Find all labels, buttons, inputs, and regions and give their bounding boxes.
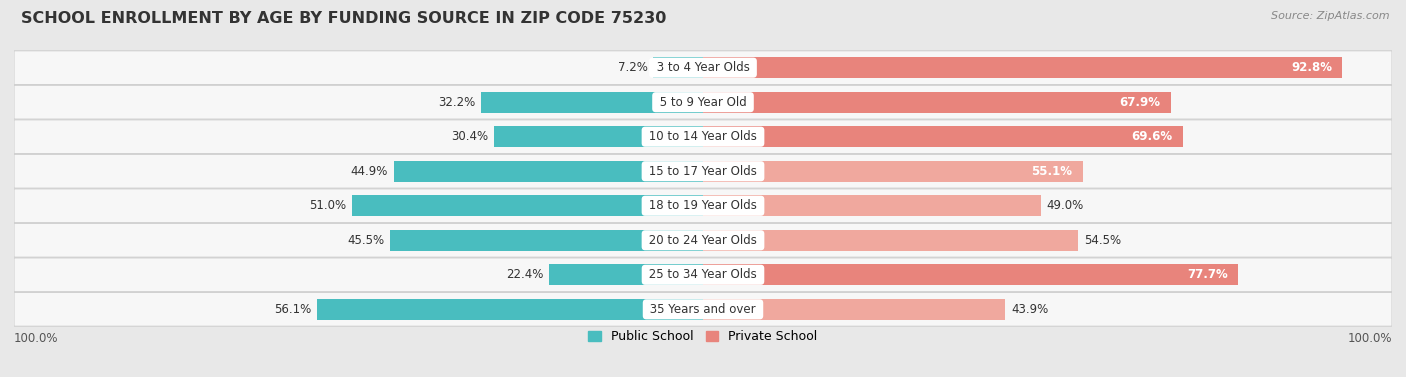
Text: 18 to 19 Year Olds: 18 to 19 Year Olds <box>645 199 761 212</box>
FancyBboxPatch shape <box>14 154 1392 188</box>
Text: 67.9%: 67.9% <box>1119 96 1160 109</box>
Text: 35 Years and over: 35 Years and over <box>647 303 759 316</box>
Text: 15 to 17 Year Olds: 15 to 17 Year Olds <box>645 165 761 178</box>
FancyBboxPatch shape <box>14 120 1392 154</box>
Bar <box>703 92 1171 113</box>
Bar <box>703 57 1343 78</box>
FancyBboxPatch shape <box>14 223 1392 257</box>
Bar <box>703 230 1078 251</box>
Text: 51.0%: 51.0% <box>309 199 346 212</box>
Bar <box>548 264 703 285</box>
FancyBboxPatch shape <box>14 258 1392 292</box>
Text: 32.2%: 32.2% <box>439 96 475 109</box>
Text: 77.7%: 77.7% <box>1187 268 1227 281</box>
Text: 100.0%: 100.0% <box>14 332 59 345</box>
FancyBboxPatch shape <box>14 51 1392 84</box>
Text: Source: ZipAtlas.com: Source: ZipAtlas.com <box>1271 11 1389 21</box>
Bar <box>389 230 703 251</box>
Text: 30.4%: 30.4% <box>451 130 488 143</box>
Text: 22.4%: 22.4% <box>506 268 543 281</box>
FancyBboxPatch shape <box>14 189 1392 223</box>
Bar <box>703 126 1182 147</box>
Text: 56.1%: 56.1% <box>274 303 311 316</box>
Text: 55.1%: 55.1% <box>1031 165 1073 178</box>
Text: 45.5%: 45.5% <box>347 234 384 247</box>
Text: SCHOOL ENROLLMENT BY AGE BY FUNDING SOURCE IN ZIP CODE 75230: SCHOOL ENROLLMENT BY AGE BY FUNDING SOUR… <box>21 11 666 26</box>
Text: 92.8%: 92.8% <box>1291 61 1331 74</box>
Bar <box>703 195 1040 216</box>
Bar <box>703 264 1239 285</box>
Text: 69.6%: 69.6% <box>1130 130 1173 143</box>
Text: 3 to 4 Year Olds: 3 to 4 Year Olds <box>652 61 754 74</box>
Bar <box>316 299 703 320</box>
Text: 44.9%: 44.9% <box>350 165 388 178</box>
FancyBboxPatch shape <box>14 85 1392 119</box>
Text: 54.5%: 54.5% <box>1084 234 1121 247</box>
Text: 49.0%: 49.0% <box>1046 199 1084 212</box>
Bar <box>352 195 703 216</box>
Bar <box>654 57 703 78</box>
Text: 20 to 24 Year Olds: 20 to 24 Year Olds <box>645 234 761 247</box>
Text: 7.2%: 7.2% <box>619 61 648 74</box>
Text: 10 to 14 Year Olds: 10 to 14 Year Olds <box>645 130 761 143</box>
Bar <box>481 92 703 113</box>
Text: 43.9%: 43.9% <box>1011 303 1049 316</box>
FancyBboxPatch shape <box>14 293 1392 326</box>
Text: 5 to 9 Year Old: 5 to 9 Year Old <box>655 96 751 109</box>
Bar <box>703 299 1005 320</box>
Legend: Public School, Private School: Public School, Private School <box>583 325 823 348</box>
Bar <box>494 126 703 147</box>
Bar <box>703 161 1083 182</box>
Text: 100.0%: 100.0% <box>1347 332 1392 345</box>
Text: 25 to 34 Year Olds: 25 to 34 Year Olds <box>645 268 761 281</box>
Bar <box>394 161 703 182</box>
